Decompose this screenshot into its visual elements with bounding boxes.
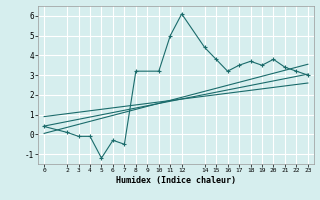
X-axis label: Humidex (Indice chaleur): Humidex (Indice chaleur): [116, 176, 236, 185]
